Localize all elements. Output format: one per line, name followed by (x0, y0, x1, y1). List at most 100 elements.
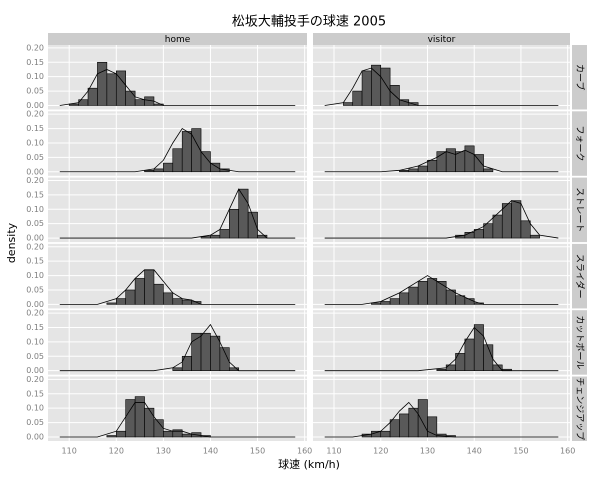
bar (483, 344, 494, 371)
bar (464, 145, 475, 173)
bar (181, 299, 192, 305)
y-tick-label: 0.10 (26, 271, 44, 280)
bar (172, 429, 183, 438)
bar (408, 286, 419, 305)
bar (200, 332, 211, 371)
y-tick-label: 0.00 (26, 432, 44, 441)
y-tick-label: 0.05 (26, 87, 44, 96)
y-tick-label: 0.20 (26, 176, 44, 185)
bar (219, 347, 230, 371)
y-tick-label: 0.20 (26, 309, 44, 318)
bar (427, 159, 438, 173)
bar (492, 364, 503, 371)
bar (483, 223, 494, 239)
x-axis-title: 球速 (km/h) (278, 457, 340, 471)
x-tick-label: 160 (297, 447, 312, 456)
bar (219, 229, 230, 239)
y-tick-label: 0.05 (26, 219, 44, 228)
bar (427, 278, 438, 305)
strip-label: スライダー (574, 254, 586, 299)
bar (455, 295, 466, 305)
bar (427, 416, 438, 438)
bar (210, 162, 221, 173)
chart-title: 松坂大輔投手の球速 2005 (232, 14, 386, 30)
bar (380, 67, 391, 106)
y-tick-label: 0.20 (26, 242, 44, 251)
bar (352, 90, 363, 106)
bar (473, 154, 484, 173)
bar (257, 234, 268, 239)
y-tick-label: 0.05 (26, 418, 44, 427)
y-tick-label: 0.20 (26, 43, 44, 52)
strip-bg (572, 45, 587, 110)
density-line (324, 149, 559, 173)
y-tick-label: 0.20 (26, 110, 44, 119)
bar (399, 99, 410, 106)
bar (134, 278, 145, 305)
density-line (59, 402, 296, 438)
bar (417, 165, 428, 173)
x-tick-label: 110 (62, 447, 77, 456)
y-axis-title: density (5, 222, 18, 263)
bar (473, 229, 484, 239)
y-tick-label: 0.10 (26, 404, 44, 413)
strip-label: visitor (428, 35, 456, 45)
bar (87, 87, 98, 106)
strip-bg (48, 33, 307, 45)
strip-label: チェンジアップ (574, 377, 585, 440)
bar (371, 430, 382, 438)
bar (144, 269, 155, 305)
bar (399, 170, 410, 173)
bar (106, 435, 117, 438)
density-line (324, 275, 559, 305)
y-tick-label: 0.00 (26, 167, 44, 176)
bar (106, 302, 117, 305)
strip-label: フォーク (574, 126, 585, 162)
bar (210, 335, 221, 371)
y-tick-label: 0.15 (26, 257, 44, 266)
bar (520, 220, 531, 239)
bar (247, 211, 258, 239)
bar (417, 281, 428, 305)
bar (97, 61, 108, 106)
bar (389, 419, 400, 438)
y-tick-label: 0.00 (26, 234, 44, 243)
x-tick-label: 140 (203, 447, 218, 456)
density-line (59, 69, 296, 106)
bar (455, 151, 466, 173)
bar (125, 289, 136, 305)
y-tick-label: 0.10 (26, 138, 44, 147)
strip-bg (572, 177, 587, 243)
bar (172, 148, 183, 173)
strip-label: ストレート (574, 187, 584, 232)
bar (181, 131, 192, 173)
y-tick-label: 0.15 (26, 323, 44, 332)
density-line (324, 401, 559, 438)
strip-bg (572, 243, 587, 309)
panel-bg (48, 310, 307, 375)
y-tick-label: 0.05 (26, 153, 44, 162)
bar (163, 162, 174, 173)
panel-bg (313, 45, 570, 110)
bar (163, 430, 174, 438)
y-tick-label: 0.00 (26, 300, 44, 309)
bar (483, 168, 494, 173)
bar (144, 170, 155, 173)
strip-bg (572, 310, 587, 375)
bar (134, 99, 145, 106)
y-tick-label: 0.15 (26, 124, 44, 133)
bar (417, 399, 428, 438)
bar (106, 73, 117, 106)
y-tick-label: 0.10 (26, 72, 44, 81)
density-line (59, 128, 296, 173)
x-tick-label: 130 (420, 447, 435, 456)
bar (399, 413, 410, 438)
x-tick-label: 120 (373, 447, 388, 456)
y-tick-label: 0.05 (26, 352, 44, 361)
bar (389, 298, 400, 305)
x-tick-label: 150 (250, 447, 265, 456)
bar (408, 168, 419, 173)
bar (399, 292, 410, 305)
y-tick-label: 0.10 (26, 205, 44, 214)
